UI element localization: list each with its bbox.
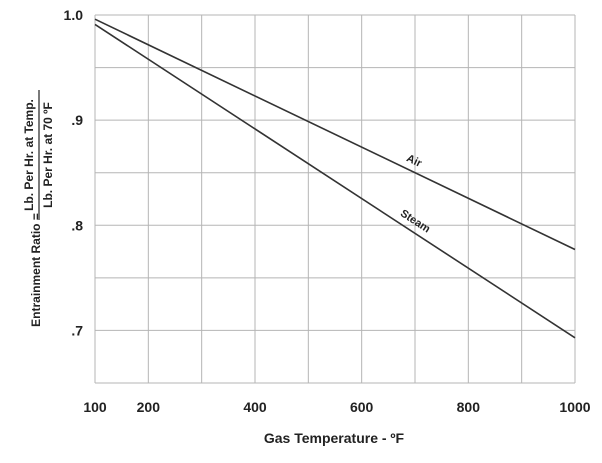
y-tick-label: .9 [71, 112, 83, 128]
x-tick-label: 200 [137, 399, 161, 415]
y-axis-title-prefix: Entrainment Ratio = [29, 213, 43, 327]
chart-grid [94, 14, 576, 384]
series-label-air: Air [405, 152, 425, 170]
y-axis-title-numerator: Lb. Per Hr. at Temp. [22, 99, 36, 211]
x-axis-title: Gas Temperature - ºF [264, 430, 405, 446]
y-tick-label: .7 [71, 322, 83, 338]
y-tick-label: 1.0 [64, 7, 84, 23]
series-line-air [94, 18, 576, 251]
y-tick-label: .8 [71, 217, 83, 233]
y-axis-title-denominator: Lb. Per Hr. at 70 ºF [41, 102, 55, 208]
x-tick-label: 400 [243, 399, 267, 415]
y-axis-title: Entrainment Ratio = Lb. Per Hr. at Temp.… [22, 90, 55, 327]
x-tick-label: 1000 [559, 399, 590, 415]
series-line-steam [94, 23, 576, 339]
chart-tick-labels: 100 200 400 600 800 1000 .7 .8 .9 1.0 [64, 7, 591, 415]
x-tick-label: 600 [350, 399, 374, 415]
x-tick-label: 800 [457, 399, 481, 415]
x-tick-label: 100 [83, 399, 107, 415]
